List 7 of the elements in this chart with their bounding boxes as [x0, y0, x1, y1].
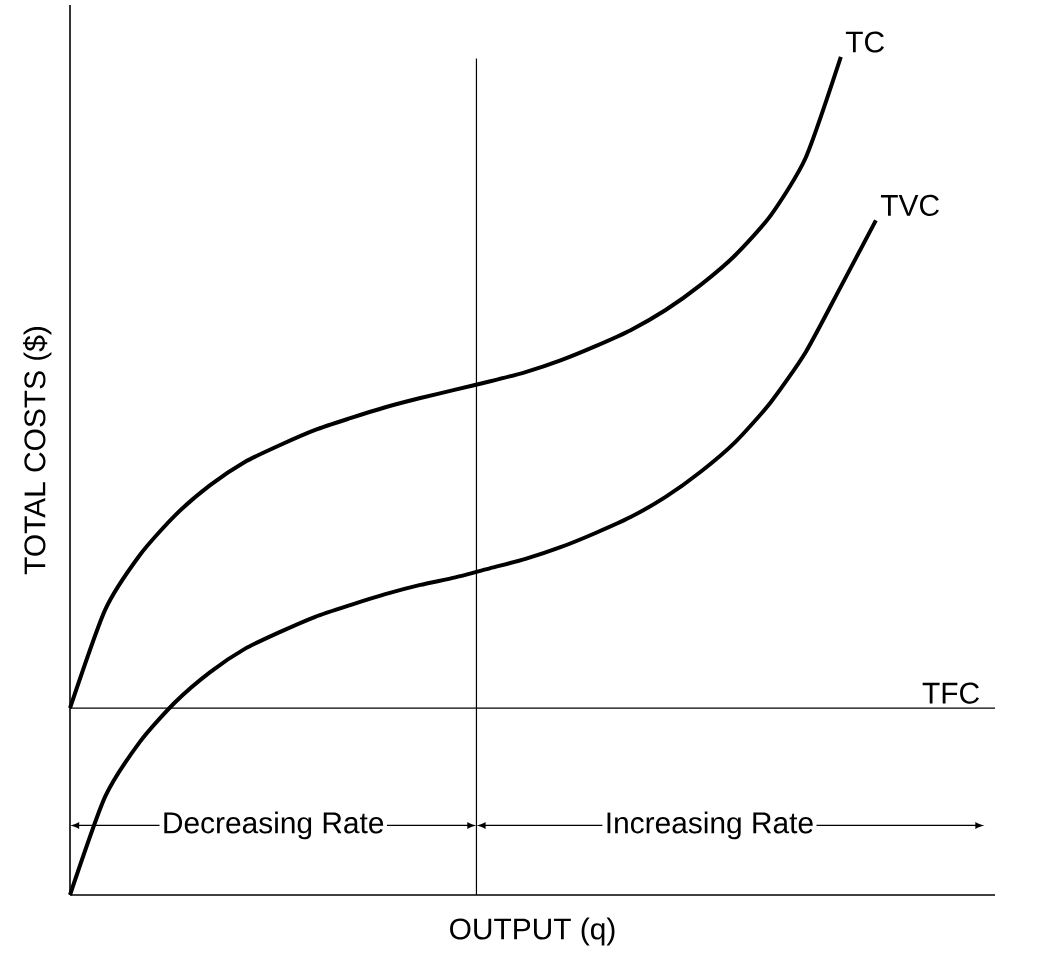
ref-line-label: TFC	[922, 682, 979, 704]
annotation: Increasing Rate	[607, 811, 813, 840]
annotation: Decreasing Rate	[164, 811, 384, 840]
x-axis-title: OUTPUT (q)	[450, 917, 615, 946]
series-label: TC	[845, 31, 884, 53]
series-label: TVC	[880, 194, 939, 216]
y-axis-title: TOTAL COSTS ($)	[23, 327, 52, 575]
